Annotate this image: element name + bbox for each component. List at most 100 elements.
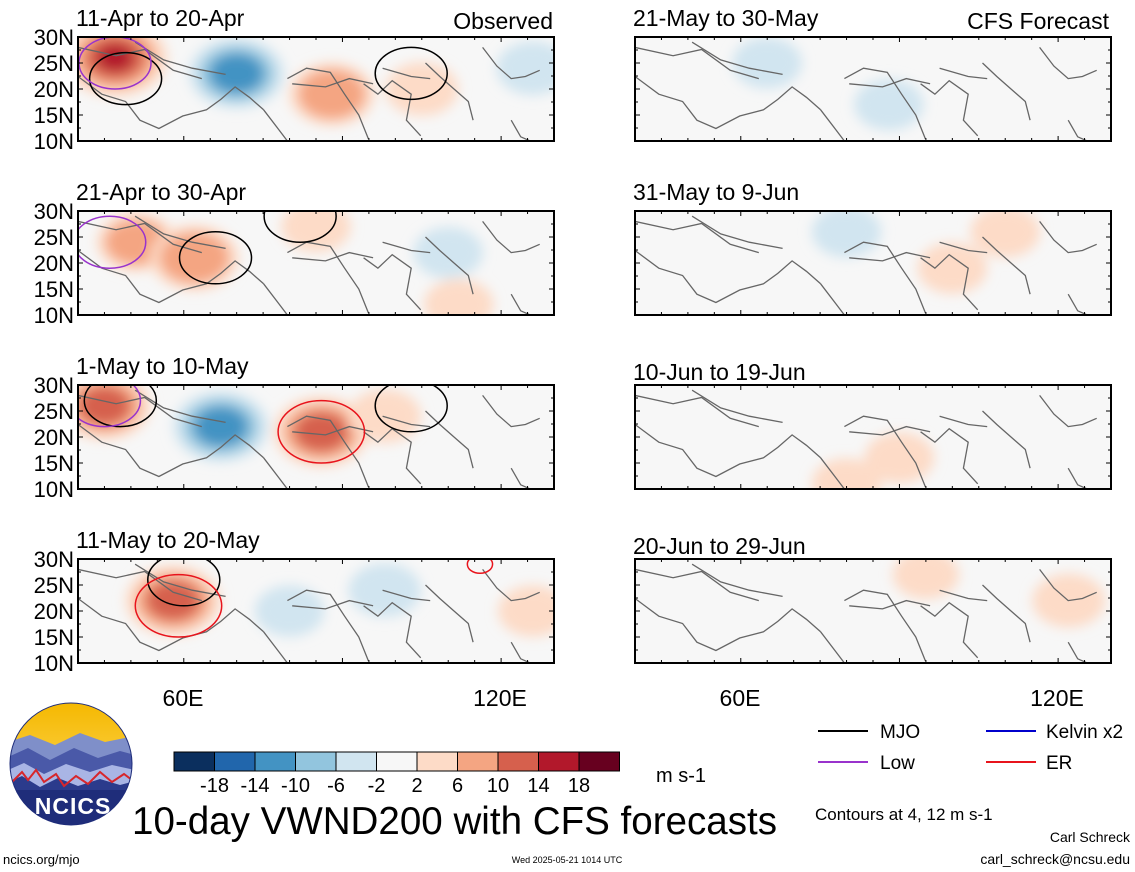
observed-header: Observed	[453, 8, 553, 34]
y-tick-label: 25N	[34, 225, 74, 250]
colorbar-label: -14	[241, 775, 270, 797]
map-panel	[77, 384, 555, 490]
coastline	[982, 410, 1031, 469]
coastline	[982, 62, 1031, 121]
shading-blob	[811, 211, 882, 258]
timestamp: Wed 2025-05-21 1014 UTC	[512, 855, 623, 865]
colorbar-swatch	[497, 751, 539, 772]
contour-low	[78, 385, 142, 428]
shading-blob	[254, 585, 325, 637]
coastline	[635, 394, 759, 428]
coastline	[510, 119, 531, 141]
shading-blob	[298, 69, 366, 119]
shading-blob	[210, 53, 264, 94]
shading-blob	[413, 227, 484, 279]
coastline	[635, 249, 822, 304]
coastline	[820, 457, 845, 489]
y-tick-label: 15N	[34, 103, 74, 128]
coastline	[78, 597, 265, 652]
coastline	[1039, 47, 1097, 80]
legend-label: Kelvin x2	[1046, 722, 1123, 743]
map-panel	[634, 384, 1112, 490]
y-tick-label: 30N	[34, 373, 74, 398]
contour-mjo	[88, 51, 163, 106]
colorbar: -18 -14 -10 -6 -2 2 6 10 14 18	[173, 751, 620, 797]
coastline	[1067, 293, 1088, 315]
map-panel	[77, 36, 555, 142]
coastline	[939, 241, 988, 254]
shading-blob	[854, 79, 924, 131]
shading-blob	[496, 41, 554, 95]
map-panels	[77, 36, 1112, 664]
shading-blob	[732, 37, 803, 89]
coastline	[78, 75, 265, 130]
colorbar-swatch	[295, 751, 337, 772]
x-tick-label: 120E	[1030, 685, 1084, 711]
y-tick-label: 15N	[34, 277, 74, 302]
y-tick-label: 15N	[34, 625, 74, 650]
y-tick-label: 25N	[34, 573, 74, 598]
contour-mjo	[374, 46, 448, 101]
colorbar-swatch	[173, 751, 215, 772]
coastline	[982, 236, 1031, 295]
legend: MJO Kelvin x2 Low ER	[818, 722, 1123, 774]
coastline	[820, 109, 845, 141]
y-tick-label: 10N	[34, 303, 74, 328]
coastline	[482, 569, 540, 602]
coastline	[425, 410, 474, 469]
colorbar-label: -6	[327, 775, 345, 797]
panel-title: 21-May to 30-May	[633, 5, 819, 31]
colorbar-label: 6	[452, 775, 463, 797]
panel-title: 1-May to 10-May	[76, 353, 249, 379]
coastline	[510, 293, 531, 315]
coastline	[78, 423, 265, 478]
coastline	[263, 109, 288, 141]
coastline	[920, 253, 979, 311]
legend-label: MJO	[880, 722, 920, 743]
y-tick-label: 25N	[34, 399, 74, 424]
coastline	[134, 41, 226, 76]
author: Carl Schreck	[1050, 829, 1131, 845]
coastline	[425, 236, 474, 295]
coastline	[292, 425, 374, 436]
shading-blob	[917, 242, 988, 294]
coastline	[134, 215, 226, 250]
map-panel	[634, 210, 1112, 316]
coastline	[920, 601, 979, 659]
colorbar-label: 10	[487, 775, 509, 797]
legend-label: ER	[1046, 753, 1072, 774]
coastline	[635, 220, 759, 254]
map-panel	[634, 36, 1112, 142]
forecast-header: CFS Forecast	[967, 8, 1109, 34]
colorbar-label: -10	[281, 775, 310, 797]
y-tick-label: 20N	[34, 599, 74, 624]
colorbar-swatch	[254, 751, 296, 772]
coastline	[78, 46, 202, 80]
map-panel	[77, 210, 555, 316]
y-tick-label: 10N	[34, 651, 74, 676]
y-tick-label: 20N	[34, 251, 74, 276]
coastline	[635, 568, 759, 602]
contour-note: Contours at 4, 12 m s-1	[815, 805, 993, 824]
coastline	[78, 394, 202, 428]
coastline	[920, 79, 979, 137]
y-tick-label: 10N	[34, 477, 74, 502]
shading-blob	[294, 412, 348, 452]
coastline	[363, 253, 422, 311]
coastline	[635, 75, 822, 130]
shading-blob	[194, 406, 248, 447]
colorbar-units: m s-1	[656, 765, 706, 787]
y-tick-label: 15N	[34, 451, 74, 476]
contour-low	[78, 215, 147, 269]
x-tick-label: 120E	[473, 685, 527, 711]
shading-blob	[970, 211, 1041, 258]
coastline	[510, 641, 531, 663]
y-tick-label: 30N	[34, 547, 74, 572]
coastline	[263, 631, 288, 663]
panel-title: 20-Jun to 29-Jun	[633, 533, 806, 559]
panel-title: 21-Apr to 30-Apr	[76, 179, 246, 205]
y-tick-label: 25N	[34, 51, 74, 76]
y-tick-label: 10N	[34, 129, 74, 154]
y-tick-label: 30N	[34, 199, 74, 224]
